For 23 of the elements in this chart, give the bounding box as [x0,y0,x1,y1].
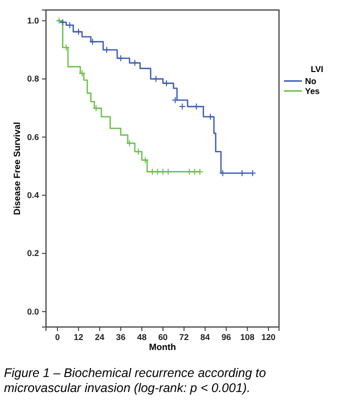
x-tick-label: 120 [261,332,276,342]
legend-label: Yes [305,86,320,96]
x-tick-label: 0 [55,332,60,342]
x-tick-label: 72 [179,332,190,342]
y-tick-label: 0.6 [27,132,40,142]
y-tick-label: 0.8 [27,74,40,84]
x-tick-label: 96 [222,332,232,342]
x-tick-label: 108 [240,332,255,342]
x-axis-title: Month [149,342,176,352]
x-tick-label: 60 [158,332,168,342]
caption: Figure 1 – Biochemical recurrence according to microvascular invasion (log-rank: p < 0.001). [4,366,266,395]
y-tick-label: 0.4 [27,190,40,200]
legend-label: No [305,76,316,86]
y-tick-label: 0.0 [27,306,40,316]
y-tick-label: 0.2 [27,248,40,258]
legend-title: LVI [310,64,324,74]
y-axis-title: Disease Free Survival [12,122,22,216]
x-tick-label: 48 [137,332,147,342]
x-tick-label: 36 [116,332,126,342]
x-tick-label: 84 [200,332,210,342]
x-tick-label: 12 [74,332,84,342]
y-tick-label: 1.0 [27,15,40,26]
x-tick-label: 24 [94,332,105,342]
